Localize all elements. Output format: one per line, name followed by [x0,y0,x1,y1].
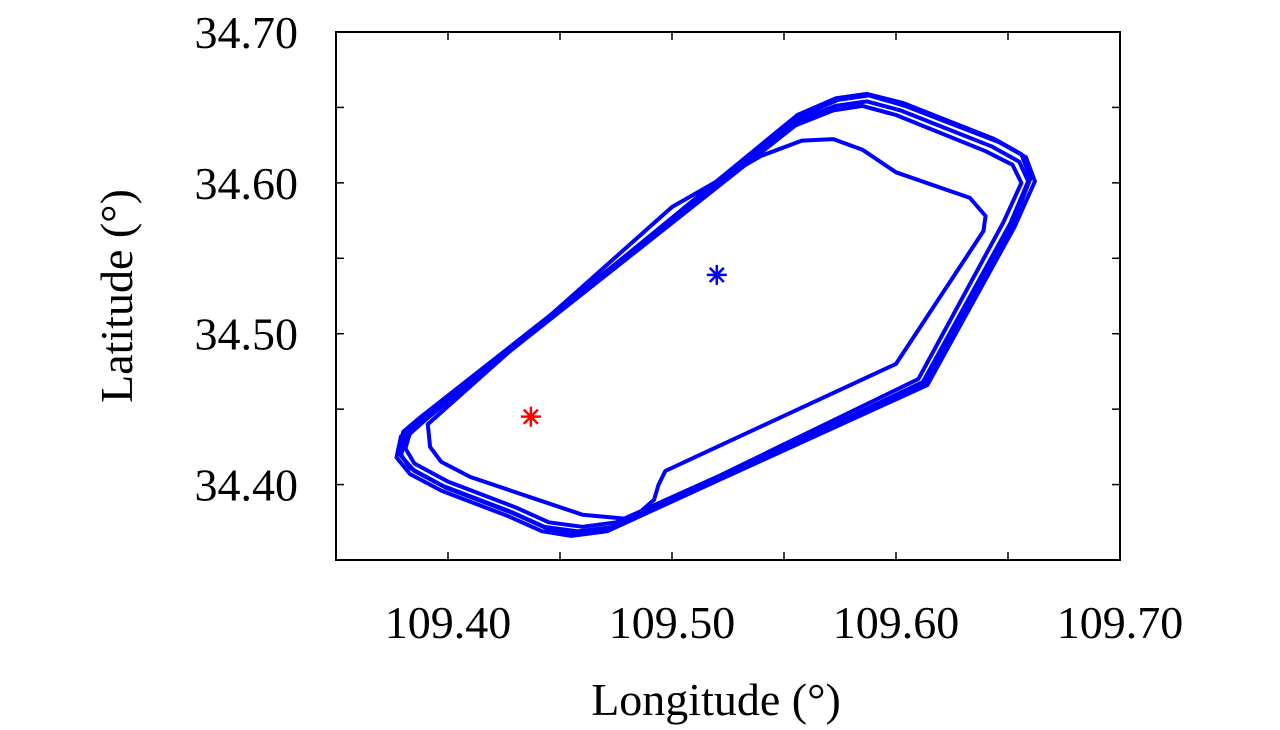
trajectory-loop-3 [394,93,1037,538]
marker-stroke [522,408,539,425]
y-tick-label: 34.60 [195,158,299,209]
tick-marks [335,31,1121,561]
marker-layer [520,264,727,427]
red-star-marker [520,406,541,427]
trajectory-series [394,91,1037,538]
trajectory-loop-2 [396,99,1031,534]
marker-stroke [708,266,725,283]
trajectory-loop-5 [425,137,988,522]
y-tick-label: 34.50 [195,309,299,360]
x-tick-label: 109.60 [833,597,960,648]
x-tick-label: 109.50 [609,597,736,648]
y-tick-label: 34.40 [195,460,299,511]
x-tick-label: 109.70 [1057,597,1184,648]
x-tick-labels: 109.40 109.50 109.60 109.70 [385,597,1184,648]
blue-star-marker [706,264,727,285]
trajectory-loop-1 [403,103,1024,529]
trajectory-loop-4 [399,91,1033,535]
x-tick-label: 109.40 [385,597,512,648]
x-axis-label: Longitude (°) [591,674,841,725]
y-tick-labels: 34.40 34.50 34.60 34.70 [195,7,299,511]
plot-area-frame [335,31,1121,561]
y-axis-label: Latitude (°) [91,189,142,403]
y-tick-label: 34.70 [195,7,299,58]
